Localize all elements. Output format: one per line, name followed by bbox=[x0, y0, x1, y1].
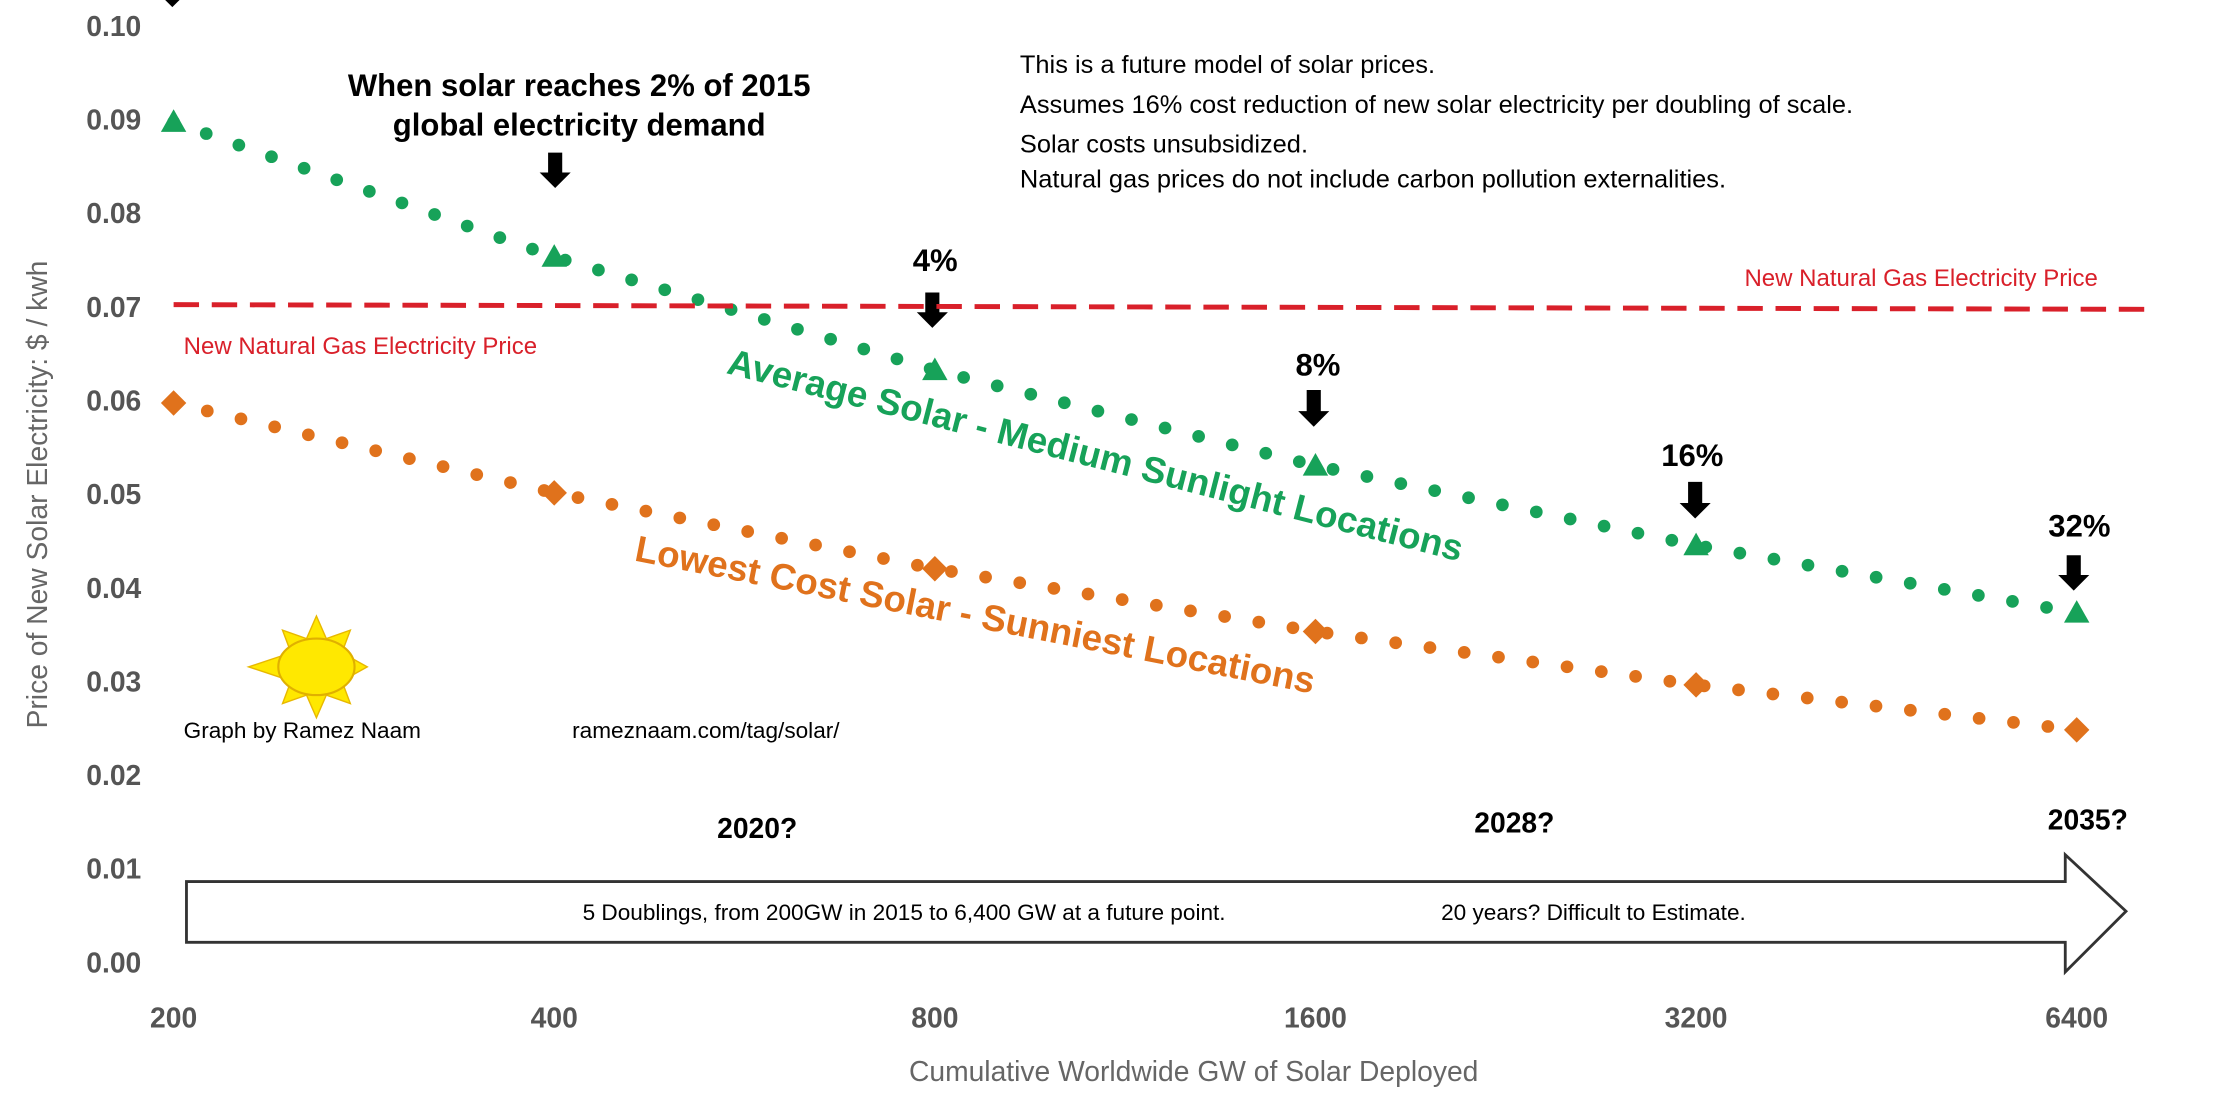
timeline-arrow bbox=[185, 851, 2129, 976]
annotation: Solar costs unsubsidized. bbox=[1020, 130, 1308, 158]
annotation: 8% bbox=[1296, 348, 1341, 383]
annotation: 2028? bbox=[1474, 807, 1554, 839]
pointer-arrow bbox=[539, 152, 571, 188]
annotation: New Natural Gas Electricity Price bbox=[1744, 265, 2097, 292]
y-tick-label: 0.06 bbox=[86, 384, 141, 416]
y-tick-label: 0.01 bbox=[86, 853, 141, 885]
x-tick-label: 200 bbox=[150, 1001, 197, 1033]
data-point bbox=[160, 109, 187, 132]
x-tick-label: 6400 bbox=[2045, 1001, 2108, 1033]
x-tick-label: 400 bbox=[531, 1001, 578, 1033]
annotation: 32% bbox=[2048, 509, 2110, 544]
data-point bbox=[1302, 453, 1329, 476]
pointer-arrow bbox=[916, 292, 948, 328]
y-tick-label: 0.05 bbox=[86, 478, 141, 510]
data-point bbox=[922, 357, 948, 381]
data-point bbox=[2063, 717, 2090, 743]
x-tick-label: 3200 bbox=[1665, 1001, 1728, 1033]
annotation: Natural gas prices do not include carbon… bbox=[1020, 166, 1726, 194]
annotation: When solar reaches 2% of 2015 bbox=[348, 68, 811, 103]
y-tick-label: 0.02 bbox=[86, 759, 141, 791]
x-tick-label: 1600 bbox=[1284, 1001, 1347, 1033]
sun bbox=[246, 614, 369, 720]
annotation: Assumes 16% cost reduction of new solar … bbox=[1020, 91, 1853, 119]
y-tick-label: 0.07 bbox=[86, 291, 141, 323]
annotation: Graph by Ramez Naam bbox=[184, 718, 421, 743]
data-point bbox=[160, 390, 187, 416]
y-tick-label: 0.08 bbox=[86, 197, 141, 229]
y-axis-label: Price of New Solar Electricity: $ / kwh bbox=[21, 261, 53, 729]
pointer-arrow bbox=[165, 0, 180, 8]
y-tick-label: 0.00 bbox=[86, 946, 141, 978]
y-tick-label: 0.10 bbox=[86, 10, 141, 42]
data-point bbox=[541, 244, 567, 267]
data-point bbox=[1683, 532, 1709, 556]
pointer-arrow bbox=[1298, 389, 1330, 427]
data-point bbox=[2063, 600, 2090, 623]
annotation: 20 years? Difficult to Estimate. bbox=[1441, 900, 1746, 925]
x-axis-label: Cumulative Worldwide GW of Solar Deploye… bbox=[909, 1055, 1478, 1087]
x-tick-label: 800 bbox=[911, 1001, 958, 1033]
annotation: 4% bbox=[913, 243, 958, 278]
annotation: 5 Doublings, from 200GW in 2015 to 6,400… bbox=[583, 900, 1226, 925]
annotation: This is a future model of solar prices. bbox=[1020, 51, 1435, 79]
gas-price-line bbox=[173, 302, 2147, 312]
dotted-trend bbox=[167, 396, 2084, 737]
pointer-arrow bbox=[2058, 555, 2090, 591]
annotation: 2020? bbox=[717, 812, 797, 844]
y-tick-label: 0.04 bbox=[86, 572, 141, 604]
annotation: 2035? bbox=[2048, 804, 2128, 836]
annotation: 16% bbox=[1661, 438, 1723, 473]
data-point bbox=[1683, 672, 1709, 698]
annotation: rameznaam.com/tag/solar/ bbox=[572, 718, 840, 743]
pointer-arrow bbox=[1679, 481, 1711, 519]
y-tick-label: 0.09 bbox=[86, 103, 141, 135]
series-label: New Natural Gas Electricity Price bbox=[184, 333, 537, 360]
annotation: global electricity demand bbox=[393, 107, 766, 142]
y-tick-label: 0.03 bbox=[86, 665, 141, 697]
